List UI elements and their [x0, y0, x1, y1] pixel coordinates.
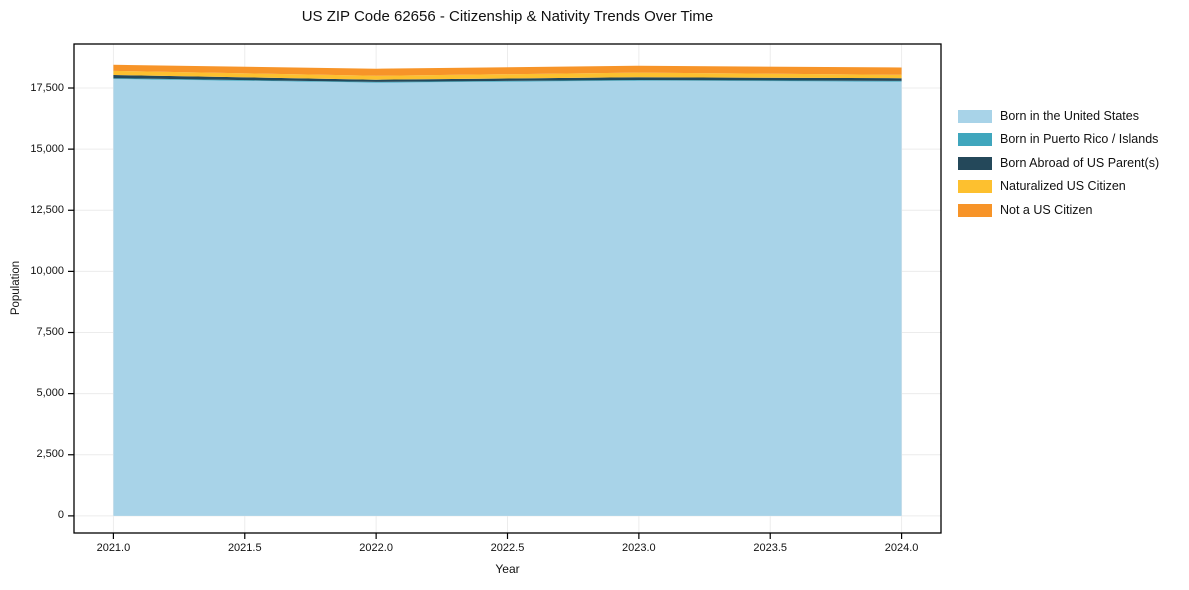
- x-tick-label: 2022.0: [359, 542, 393, 554]
- y-tick-label: 15,000: [30, 142, 64, 155]
- x-tick-label: 2022.5: [490, 542, 525, 554]
- x-tick-label: 2023.0: [622, 542, 656, 554]
- legend-item: Born in Puerto Rico / Islands: [958, 132, 1159, 147]
- legend-swatch-born-abroad: [958, 156, 992, 170]
- legend-item: Born in the United States: [958, 110, 1159, 123]
- legend-label: Born in the United States: [1000, 109, 1139, 123]
- legend-item: Born Abroad of US Parent(s): [958, 155, 1160, 170]
- legend-label: Not a US Citizen: [1000, 202, 1093, 217]
- legend-swatch-born-in-us: [958, 110, 992, 123]
- chart-title: US ZIP Code 62656 - Citizenship & Nativi…: [301, 8, 714, 25]
- y-tick-label: 5,000: [36, 387, 64, 400]
- y-tick-label: 2,500: [36, 448, 64, 461]
- legend-swatch-not-citizen: [958, 203, 992, 217]
- legend-label: Born Abroad of US Parent(s): [1000, 155, 1160, 170]
- legend-label: Naturalized US Citizen: [1000, 179, 1126, 194]
- legend-item: Naturalized US Citizen: [958, 179, 1159, 194]
- legend-swatch-born-puerto-rico: [958, 133, 992, 147]
- legend-swatch-naturalized: [958, 180, 992, 194]
- x-tick-label: 2023.5: [753, 542, 788, 554]
- y-tick-label: 7,500: [36, 326, 64, 338]
- legend-label: Born in Puerto Rico / Islands: [1000, 132, 1159, 147]
- x-axis-title: Year: [495, 562, 520, 576]
- x-tick-label: 2021.0: [96, 542, 131, 554]
- y-tick-label: 12,500: [30, 203, 64, 216]
- y-tick-label: 17,500: [30, 81, 64, 94]
- x-tick-label: 2021.5: [227, 542, 262, 554]
- y-tick-label: 0: [57, 509, 64, 522]
- legend-item: Not a US Citizen: [958, 202, 1159, 217]
- y-axis-title: Population: [10, 260, 22, 316]
- legend: Born in the United States Born in Puerto…: [958, 110, 1159, 227]
- y-tick-label: 10,000: [30, 264, 64, 277]
- x-tick-label: 2024.0: [884, 542, 919, 554]
